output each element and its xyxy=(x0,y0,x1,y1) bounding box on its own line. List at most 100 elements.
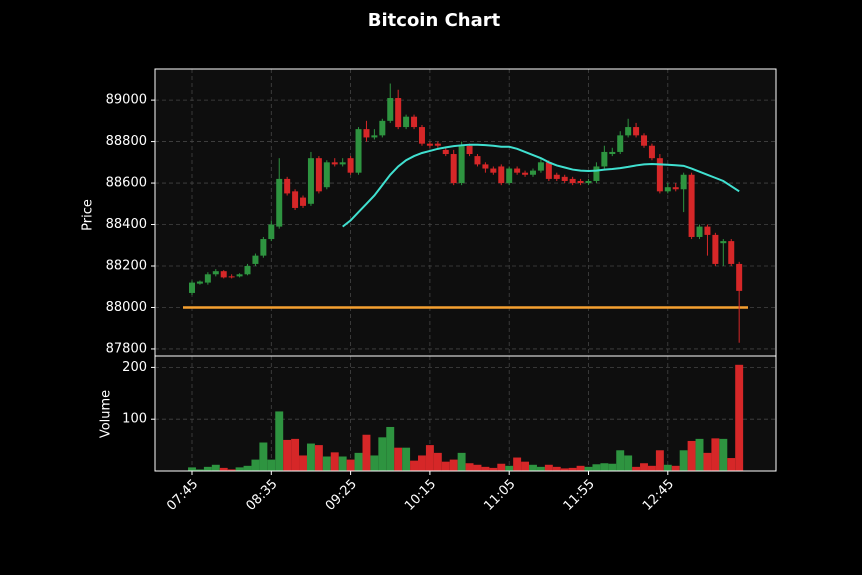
volume-bar xyxy=(592,464,601,471)
volume-bar xyxy=(536,466,545,471)
volume-bar xyxy=(695,438,704,471)
volume-bar xyxy=(362,434,371,471)
y-tick-label: 100 xyxy=(122,412,147,427)
volume-bar xyxy=(306,443,315,471)
volume-bar xyxy=(687,440,696,471)
candle-body xyxy=(609,151,616,155)
candle-body xyxy=(220,271,227,278)
volume-bar xyxy=(655,450,664,471)
candle-body xyxy=(260,239,267,256)
candle-body xyxy=(371,135,378,138)
volume-bar xyxy=(568,467,577,471)
candle-body xyxy=(656,158,663,192)
volume-bar xyxy=(283,439,292,471)
volume-panel xyxy=(155,356,776,471)
volume-bar xyxy=(711,438,720,471)
candle-body xyxy=(458,145,465,184)
candle-body xyxy=(189,282,195,293)
candle-body xyxy=(387,98,394,121)
volume-bar xyxy=(457,452,466,471)
price-panel xyxy=(155,69,776,356)
volume-bar xyxy=(203,466,212,471)
volume-bar xyxy=(727,458,736,471)
candle-body xyxy=(426,143,433,146)
candle-body xyxy=(482,164,489,169)
y-tick-label: 89000 xyxy=(106,93,147,108)
volume-bar xyxy=(521,461,530,471)
candle-body xyxy=(228,276,235,278)
volume-bar xyxy=(267,459,276,471)
candle-body xyxy=(529,170,536,175)
volume-bar xyxy=(243,465,252,471)
volume-bar xyxy=(489,467,498,471)
candle-body xyxy=(561,176,568,181)
volume-bar xyxy=(354,452,363,471)
chart-title: Bitcoin Chart xyxy=(368,10,501,31)
volume-bar xyxy=(576,465,585,471)
y-tick-label: 88800 xyxy=(106,134,147,149)
candle-body xyxy=(617,135,624,152)
volume-bar xyxy=(544,464,553,471)
candle-body xyxy=(244,266,251,275)
volume-bar xyxy=(322,456,331,471)
volume-bar xyxy=(346,459,355,471)
volume-bar xyxy=(227,469,236,471)
candle-body xyxy=(252,255,259,264)
panel-frame xyxy=(154,355,777,472)
volume-bar xyxy=(433,452,442,471)
candle-body xyxy=(236,274,243,277)
volume-bar xyxy=(640,463,648,471)
candle-body xyxy=(728,241,735,264)
volume-bar xyxy=(219,467,228,471)
candle-body xyxy=(196,281,203,284)
candle-body xyxy=(712,234,719,264)
volume-bar xyxy=(505,465,514,471)
volume-bar xyxy=(338,456,347,471)
volume-bar xyxy=(441,461,450,471)
y-tick-label: 88400 xyxy=(106,217,147,232)
candle-body xyxy=(363,129,370,138)
candle-body xyxy=(585,180,592,184)
candle-body xyxy=(553,174,560,179)
volume-bar xyxy=(370,455,379,471)
volume-bar xyxy=(481,466,490,471)
candle-body xyxy=(672,187,679,190)
candle-body xyxy=(331,162,338,165)
candle-body xyxy=(300,197,307,206)
candle-body xyxy=(292,191,299,208)
candle-body xyxy=(498,166,505,184)
volume-bar xyxy=(529,464,537,471)
volume-bar xyxy=(275,411,284,471)
candle-body xyxy=(276,178,283,227)
candle-body xyxy=(379,120,386,136)
candle-body xyxy=(633,127,640,136)
volume-bar xyxy=(584,466,593,471)
volume-bar xyxy=(663,464,672,471)
candle-body xyxy=(696,226,703,237)
volume-bar xyxy=(402,447,411,471)
volume-bar xyxy=(378,437,387,471)
volume-bar xyxy=(719,438,728,471)
volume-bar xyxy=(616,450,625,471)
candle-body xyxy=(664,187,671,192)
volume-bar xyxy=(560,468,569,471)
candle-body xyxy=(315,158,322,192)
candle-body xyxy=(212,271,219,275)
volume-bar xyxy=(314,445,323,471)
volume-bar xyxy=(632,466,641,471)
volume-bar xyxy=(473,464,482,471)
volume-bar xyxy=(735,364,744,471)
volume-bar xyxy=(410,460,419,471)
y-tick-label: 87800 xyxy=(106,341,147,356)
candle-body xyxy=(537,162,544,171)
volume-bar xyxy=(703,452,712,471)
volume-bar xyxy=(552,466,561,471)
candle-body xyxy=(403,116,410,128)
candle-body xyxy=(577,180,584,184)
y-tick-label: 88000 xyxy=(106,300,147,315)
candle-body xyxy=(593,166,600,181)
candle-body xyxy=(641,135,648,146)
candle-body xyxy=(418,127,425,144)
y-axis-label: Volume xyxy=(99,390,114,438)
candle-body xyxy=(411,116,418,128)
